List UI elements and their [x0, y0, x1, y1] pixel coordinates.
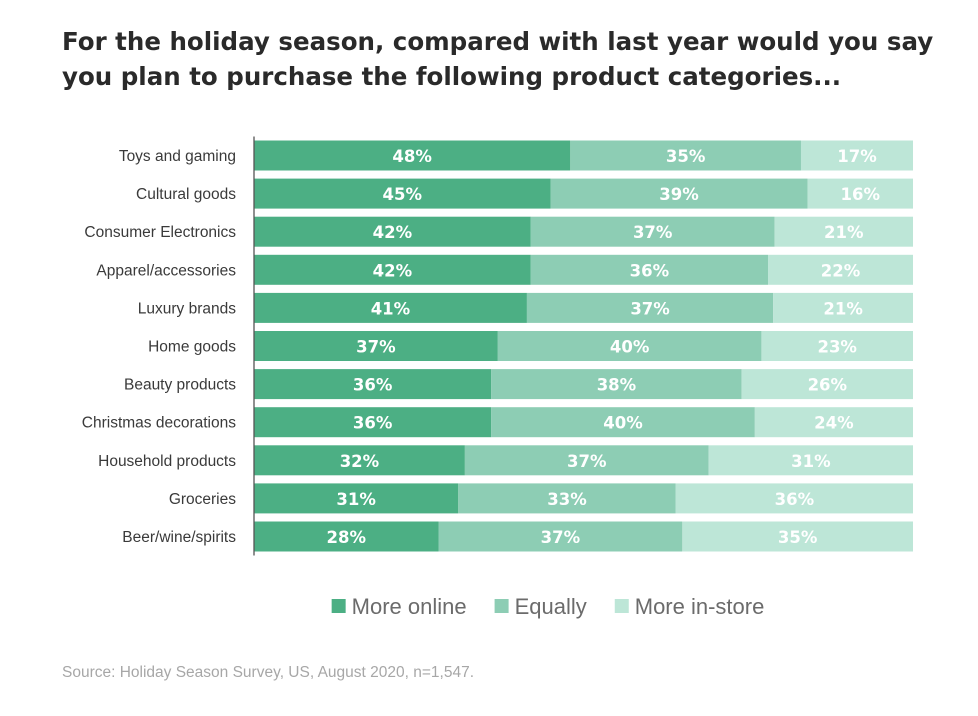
bar-segment-christmas-decorations-more-online	[254, 407, 492, 438]
data-label: 16%	[841, 185, 881, 204]
category-label: Home goods	[148, 339, 236, 356]
data-label: 23%	[817, 338, 857, 357]
bar-segment-beer-wine-spirits-equally	[438, 521, 683, 552]
bar-segment-christmas-decorations-more-in-store	[754, 407, 913, 438]
category-label: Household products	[98, 453, 236, 470]
stacked-bar-chart: 48% 35% 17% 45% 39% 16% 42% 37% 21% 42% 36% 22% 41% 3…	[82, 136, 913, 619]
data-label: 45%	[383, 185, 423, 204]
data-label: 36%	[353, 376, 393, 395]
bar-segment-toys-and-gaming-equally	[570, 140, 801, 171]
data-label: 41%	[371, 299, 411, 318]
data-label: 35%	[666, 147, 706, 166]
category-label: Beauty products	[124, 377, 236, 394]
data-label: 40%	[610, 338, 650, 357]
data-label: 42%	[373, 261, 413, 280]
legend: More online Equally More in-store	[331, 594, 765, 619]
category-label: Toys and gaming	[119, 148, 236, 165]
bar-segment-apparel-accessories-equally	[530, 254, 769, 285]
legend-swatch	[614, 599, 629, 613]
data-label: 37%	[567, 452, 607, 471]
bar-segment-apparel-accessories-more-online	[254, 254, 531, 285]
data-label: 37%	[633, 223, 673, 242]
bar-segment-consumer-electronics-more-in-store	[774, 216, 913, 247]
bar-segment-beauty-products-equally	[491, 369, 742, 400]
bar-segment-consumer-electronics-equally	[530, 216, 775, 247]
bar-segment-beauty-products-more-in-store	[741, 369, 913, 400]
bar-segment-groceries-more-in-store	[675, 483, 913, 514]
bar-segment-luxury-brands-more-online	[254, 292, 527, 323]
bar-segment-beer-wine-spirits-more-in-store	[682, 521, 913, 552]
category-label: Christmas decorations	[82, 415, 236, 432]
category-labels: Toys and gaming Cultural goods Consumer El…	[82, 148, 236, 546]
bar-segment-groceries-equally	[458, 483, 676, 514]
data-label: 31%	[791, 452, 831, 471]
data-label: 37%	[356, 338, 396, 357]
bar-segment-christmas-decorations-equally	[491, 407, 755, 438]
bar-segment-household-products-equally	[464, 445, 709, 476]
data-label: 28%	[327, 528, 367, 547]
data-label: 38%	[597, 376, 637, 395]
bar-segment-toys-and-gaming-more-online	[254, 140, 571, 171]
data-label: 32%	[340, 452, 380, 471]
legend-swatch	[331, 599, 346, 613]
category-label: Groceries	[169, 491, 236, 508]
bar-segment-home-goods-more-in-store	[761, 331, 913, 361]
category-label: Beer/wine/spirits	[122, 529, 236, 546]
data-label: 37%	[630, 299, 670, 318]
bar-segment-luxury-brands-equally	[526, 292, 774, 323]
data-label: 24%	[814, 414, 854, 433]
bar-segment-beauty-products-more-online	[254, 369, 492, 400]
data-label: 35%	[778, 528, 818, 547]
category-label: Apparel/accessories	[96, 262, 236, 279]
source-note: Source: Holiday Season Survey, US, Augus…	[62, 664, 475, 681]
bar-segment-household-products-more-online	[254, 445, 465, 476]
bar-segment-cultural-goods-more-in-store	[807, 178, 913, 209]
data-label: 22%	[821, 261, 861, 280]
chart-title: For the holiday season, compared with la…	[62, 27, 934, 91]
category-label: Consumer Electronics	[84, 224, 236, 241]
data-label: 36%	[630, 261, 670, 280]
category-label: Cultural goods	[136, 186, 236, 203]
category-label: Luxury brands	[138, 300, 236, 317]
legend-label: More online	[352, 594, 467, 619]
bar-segment-consumer-electronics-more-online	[254, 216, 531, 247]
bar-segment-household-products-more-in-store	[708, 445, 913, 476]
bar-segment-cultural-goods-equally	[550, 178, 808, 209]
legend-label: Equally	[515, 594, 587, 619]
bar-segment-apparel-accessories-more-in-store	[768, 254, 913, 285]
legend-swatch	[494, 599, 509, 613]
data-label: 40%	[603, 414, 643, 433]
bar-segment-beer-wine-spirits-more-online	[254, 521, 439, 552]
data-label: 17%	[837, 147, 877, 166]
bar-segment-toys-and-gaming-more-in-store	[800, 140, 913, 171]
bar-segment-cultural-goods-more-online	[254, 178, 551, 209]
data-label: 48%	[392, 147, 432, 166]
bar-segment-luxury-brands-more-in-store	[773, 292, 913, 323]
data-label: 31%	[336, 490, 376, 509]
bar-segment-home-goods-more-online	[254, 331, 498, 361]
data-label: 21%	[823, 299, 863, 318]
legend-label: More in-store	[635, 594, 765, 619]
data-label: 42%	[373, 223, 413, 242]
data-label: 36%	[775, 490, 815, 509]
data-label: 21%	[824, 223, 864, 242]
data-label: 39%	[659, 185, 699, 204]
data-label: 26%	[808, 376, 848, 395]
bar-segment-groceries-more-online	[254, 483, 459, 514]
data-label: 37%	[541, 528, 581, 547]
data-label: 36%	[353, 414, 393, 433]
bar-segment-home-goods-equally	[497, 331, 762, 361]
data-label: 33%	[547, 490, 587, 509]
bar-group: 48% 35% 17% 45% 39% 16% 42% 37% 21% 42% 36% 22% 41% 3…	[254, 140, 913, 552]
